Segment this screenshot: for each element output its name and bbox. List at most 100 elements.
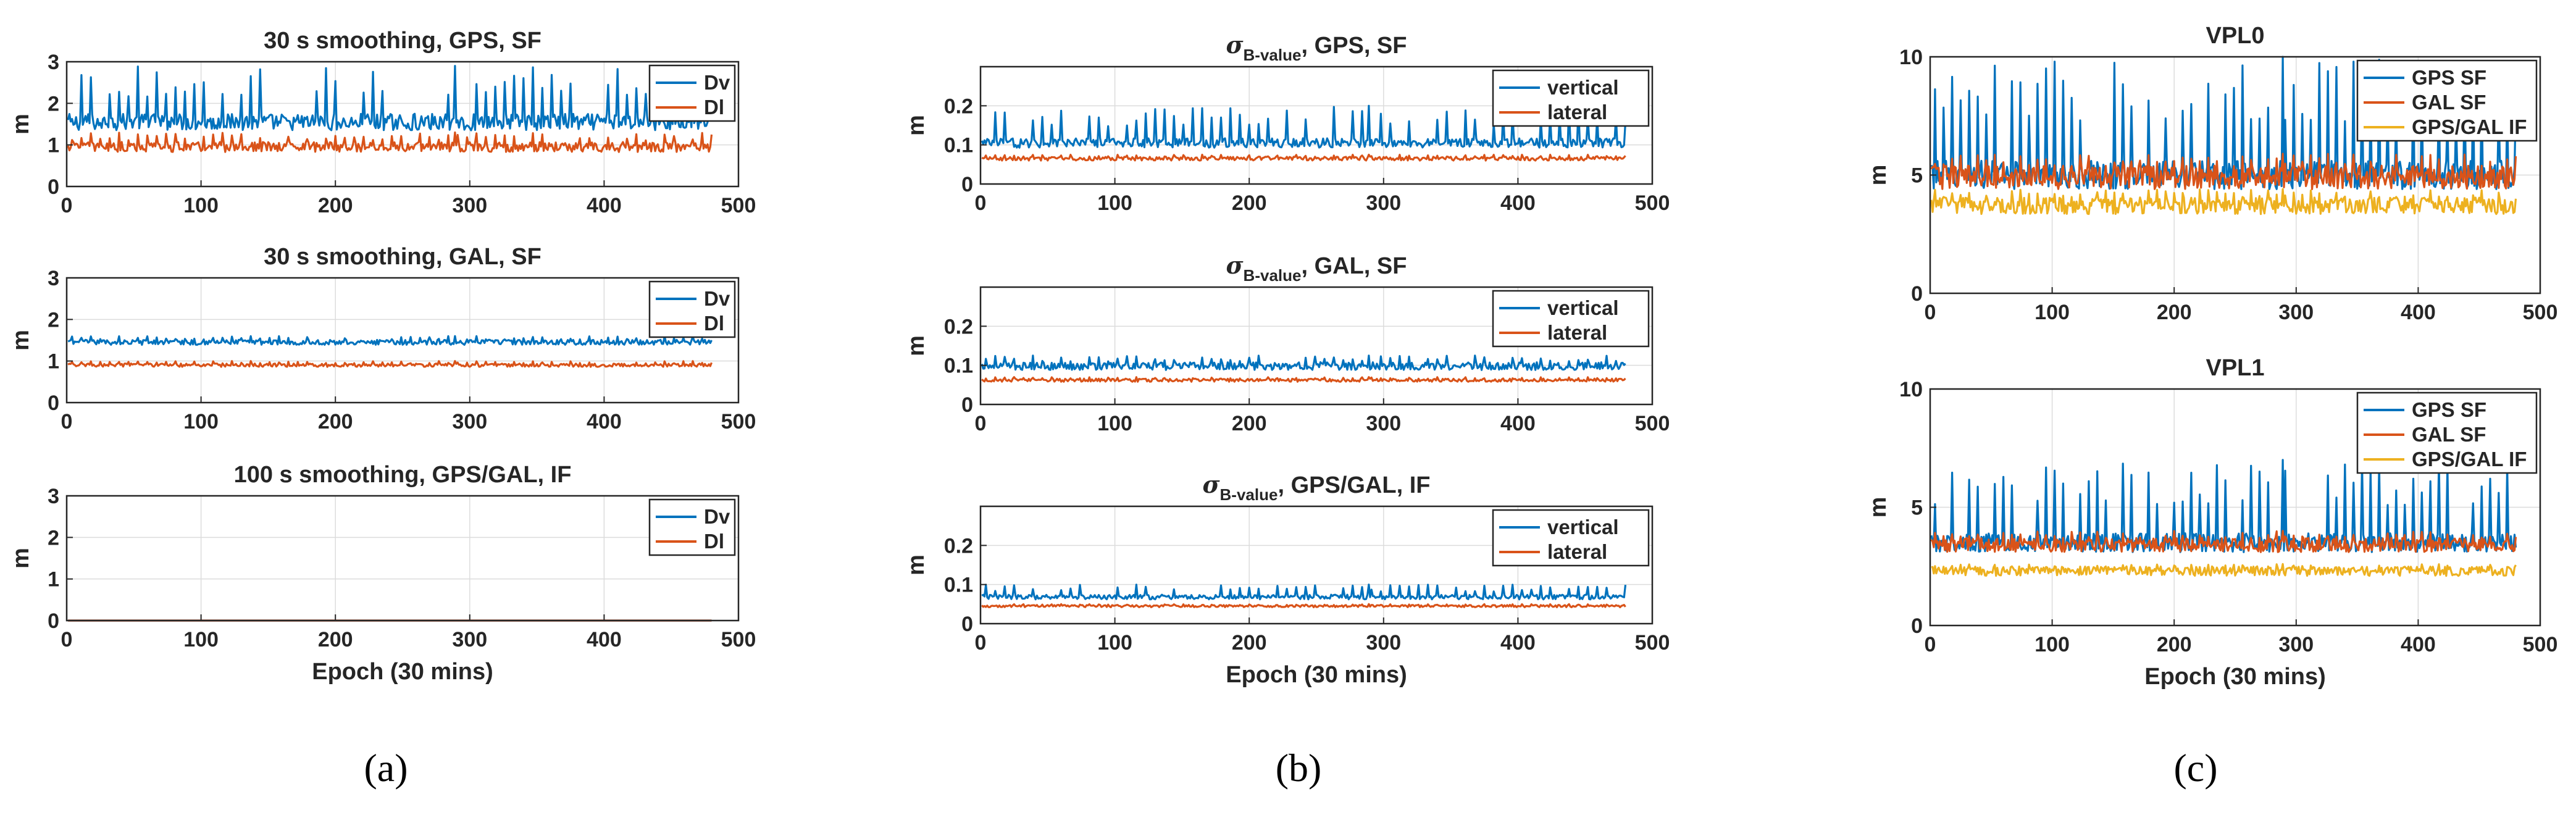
axes-frame: [65, 495, 740, 622]
x-tick-label: 200: [2157, 633, 2192, 656]
x-tick-label: 200: [2157, 301, 2192, 324]
legend-label: vertical: [1547, 296, 1619, 319]
x-tick-label: 400: [1500, 412, 1536, 435]
x-tick-label: 300: [2278, 301, 2314, 324]
axes-frame: [979, 505, 1654, 625]
x-tick-label: 0: [61, 410, 73, 433]
y-axis-label: m: [8, 548, 34, 569]
x-tick-label: 100: [183, 628, 219, 651]
y-tick-label: 0.1: [944, 134, 973, 157]
legend-box: [648, 498, 736, 556]
legend-label: vertical: [1547, 516, 1619, 538]
y-tick-label: 5: [1911, 496, 1923, 520]
y-tick-label: 1: [48, 134, 59, 157]
x-tick-label: 500: [721, 410, 756, 433]
y-axis-label: m: [1865, 497, 1891, 518]
x-tick-label: 500: [2523, 301, 2558, 324]
plot-area: [67, 496, 738, 621]
series-line-lateral: [981, 153, 1626, 162]
y-tick-label: 1: [48, 350, 59, 374]
axes-frame: [979, 286, 1654, 406]
y-tick-label: 0.2: [944, 94, 973, 118]
x-tick-label: 400: [2401, 633, 2436, 656]
x-tick-label: 500: [721, 194, 756, 217]
chart-title: VPL1: [2206, 355, 2264, 381]
series-line-dl: [67, 131, 713, 153]
x-axis-label: Epoch (30 mins): [2144, 664, 2326, 690]
x-tick-label: 100: [2034, 633, 2070, 656]
y-tick-label: 2: [48, 526, 59, 550]
y-tick-label: 0.1: [944, 354, 973, 378]
legend-box: [1492, 69, 1650, 127]
x-tick-label: 0: [975, 631, 987, 655]
x-tick-label: 100: [183, 194, 219, 217]
x-tick-label: 200: [318, 410, 353, 433]
x-tick-label: 400: [587, 194, 622, 217]
series-line-gal-sf: [1930, 153, 2517, 190]
y-tick-label: 10: [1899, 378, 1923, 401]
legend-label: GPS/GAL IF: [2412, 448, 2527, 471]
chart-4: 0 100 200 300 400 500 0 0.1 0.2 σB-value, GPS, SF…: [903, 31, 1670, 215]
y-tick-label: 0: [961, 393, 973, 417]
series-line-dl: [67, 360, 713, 368]
x-tick-label: 0: [975, 191, 987, 215]
y-axis-label: m: [903, 115, 929, 136]
y-tick-label: 0: [1911, 614, 1923, 638]
legend-label: Dl: [704, 530, 724, 553]
series-line-gps-gal-if: [1931, 563, 2517, 577]
x-tick-label: 500: [1635, 631, 1670, 655]
x-tick-label: 0: [61, 194, 73, 217]
legend-label: Dl: [704, 96, 724, 119]
y-axis-label: m: [903, 335, 929, 356]
panel-label: (c): [2173, 746, 2217, 790]
y-tick-label: 0.2: [944, 534, 973, 558]
x-tick-label: 500: [2523, 633, 2558, 656]
y-tick-label: 10: [1899, 46, 1923, 69]
chart-5: 0 100 200 300 400 500 0 0.1 0.2 σB-value, GAL, SF…: [903, 251, 1670, 435]
x-tick-label: 0: [61, 628, 73, 651]
y-axis-label: m: [1865, 165, 1891, 186]
chart-title: VPL0: [2206, 23, 2264, 49]
chart-title: σB-value, GPS/GAL, IF: [1203, 471, 1431, 504]
x-tick-label: 400: [587, 410, 622, 433]
legend-label: lateral: [1547, 540, 1607, 563]
x-tick-label: 300: [452, 410, 487, 433]
legend-label: Dl: [704, 312, 724, 335]
x-axis-label: Epoch (30 mins): [312, 659, 493, 685]
x-tick-label: 400: [1500, 191, 1536, 215]
chart-6: 0 100 200 300 400 500 0 0.1 0.2 σB-value, GPS/GAL…: [903, 471, 1670, 688]
x-tick-label: 400: [1500, 631, 1536, 655]
series-line-lateral: [981, 603, 1626, 608]
axes-frame: [65, 61, 740, 188]
legend-box: [1492, 290, 1650, 348]
legend-label: vertical: [1547, 76, 1619, 99]
chart-title: σB-value, GPS, SF: [1226, 31, 1407, 64]
x-tick-label: 200: [1232, 191, 1267, 215]
y-tick-label: 3: [48, 51, 59, 74]
y-tick-label: 0.1: [944, 574, 973, 597]
x-tick-label: 300: [1366, 191, 1401, 215]
legend-label: GPS SF: [2412, 66, 2486, 89]
x-tick-label: 400: [2401, 301, 2436, 324]
series-line-vertical: [981, 104, 1627, 149]
x-tick-label: 200: [318, 628, 353, 651]
chart-8: 0 100 200 300 400 500 0 5 10 VPL1 m Epoch (30 mins)…: [1865, 355, 2557, 690]
x-tick-label: 300: [1366, 631, 1401, 655]
x-tick-label: 200: [1232, 631, 1267, 655]
chart-title: σB-value, GAL, SF: [1226, 251, 1407, 285]
axes-frame: [65, 277, 740, 404]
x-tick-label: 400: [587, 628, 622, 651]
x-tick-label: 300: [1366, 412, 1401, 435]
series-line-dv: [67, 335, 713, 346]
series-line-dv: [67, 65, 713, 132]
series-line-gps-sf: [1930, 56, 2517, 190]
x-axis-label: Epoch (30 mins): [1226, 662, 1407, 688]
y-tick-label: 3: [48, 485, 59, 508]
